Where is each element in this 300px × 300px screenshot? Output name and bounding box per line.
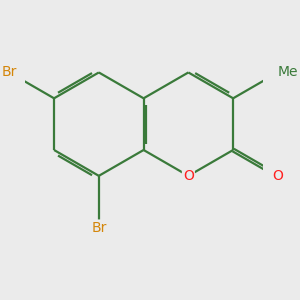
- Text: O: O: [183, 169, 194, 183]
- Text: O: O: [272, 169, 284, 183]
- Text: Br: Br: [91, 220, 106, 235]
- Text: Me: Me: [278, 65, 298, 80]
- Text: Br: Br: [2, 65, 17, 80]
